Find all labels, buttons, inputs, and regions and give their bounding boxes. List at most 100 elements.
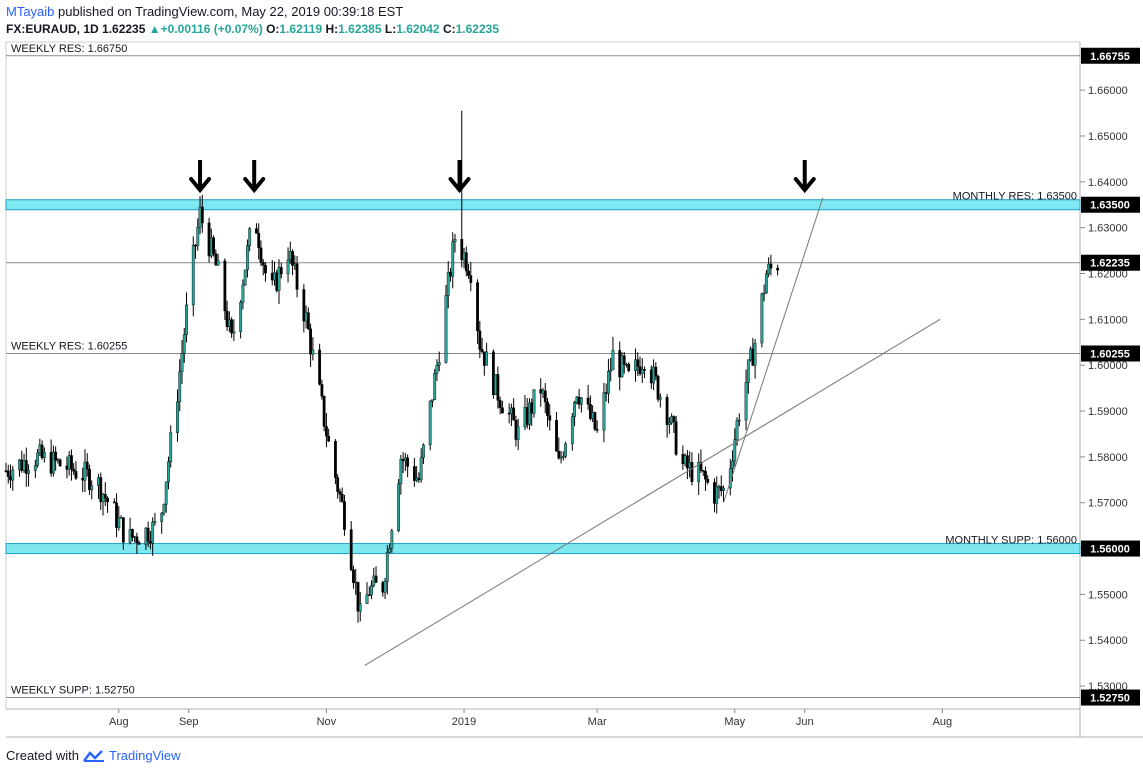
candle [117,517,121,528]
candle [106,497,109,503]
candle [4,470,8,472]
candle [494,374,498,396]
candle [575,396,579,403]
candle [365,594,369,604]
trendline [364,318,941,666]
candle [464,252,468,272]
candle [33,465,37,471]
candle [523,407,527,428]
candle [478,330,482,350]
candle [403,457,407,462]
candle [417,477,421,481]
candle [343,501,346,530]
candle [340,494,344,502]
y-tick-label: 1.65000 [1088,131,1128,143]
candle [570,416,574,445]
price-badge [1081,196,1140,213]
candle [656,376,660,400]
candle [38,444,42,454]
candle [604,392,608,394]
y-tick-label: 1.64000 [1088,177,1128,189]
candle [309,328,313,355]
candle [164,481,168,505]
candle [595,429,599,431]
candle [665,397,669,425]
candle [103,493,107,499]
candle [146,527,150,542]
price-badge [1081,540,1140,557]
candle [196,227,200,246]
x-tick-label: Jun [796,716,814,728]
candle [431,399,434,402]
candle [223,260,227,312]
candle [683,455,687,465]
footer: Created with TradingView [6,748,181,763]
candle [514,420,518,440]
candle [406,457,410,467]
candle [128,529,132,543]
plot-frame [5,41,1081,710]
candle [11,469,15,481]
down-arrow-icon [243,160,266,194]
candle [498,400,502,408]
candle [674,421,678,455]
candle [367,594,371,596]
candle [381,582,385,593]
candle [719,486,723,491]
candle [618,350,622,378]
tradingview-logo-icon [82,749,104,762]
candle [198,206,202,228]
candle [374,575,378,583]
candle [88,468,91,491]
candle [713,482,716,504]
candle [40,444,44,458]
price-badge-label: 1.56000 [1090,544,1130,556]
candle [746,359,750,383]
candle [311,349,315,355]
candle [557,450,561,459]
author-link[interactable]: MTayaib [6,4,55,19]
candle [516,426,520,440]
candle [67,455,71,470]
candle [336,477,340,492]
candle [654,366,658,377]
candle [701,470,705,472]
change-value: +0.00116 (+0.07%) [160,22,263,36]
trendline [723,197,824,503]
tradingview-link[interactable]: TradingView [108,748,181,763]
candle [291,250,294,266]
y-tick-label: 1.55000 [1088,589,1128,601]
candle [573,402,576,417]
candle [72,468,76,472]
candle [767,263,771,275]
candle [640,369,644,374]
candle [259,247,263,263]
price-badge-label: 1.66755 [1090,51,1130,63]
y-tick-label: 1.58000 [1088,452,1128,464]
candle [277,267,281,291]
candle [279,267,283,275]
low-value: 1.62042 [396,22,440,36]
candle [36,452,39,466]
candle [388,548,391,553]
candle [760,293,764,344]
candle [539,389,543,394]
candle [451,241,455,277]
candle [20,459,24,471]
candle [462,252,466,260]
candle [180,353,184,372]
candle [270,272,274,281]
candle [306,312,310,330]
published-text: published on TradingView.com, May 22, 20… [58,4,404,19]
candle [162,504,166,514]
candle [548,415,552,421]
candle [722,487,725,491]
candle [733,439,737,462]
candle [6,470,10,477]
candle [620,355,624,378]
candle [169,432,173,463]
candle [24,460,28,474]
candle [322,395,326,427]
candle [627,363,631,371]
